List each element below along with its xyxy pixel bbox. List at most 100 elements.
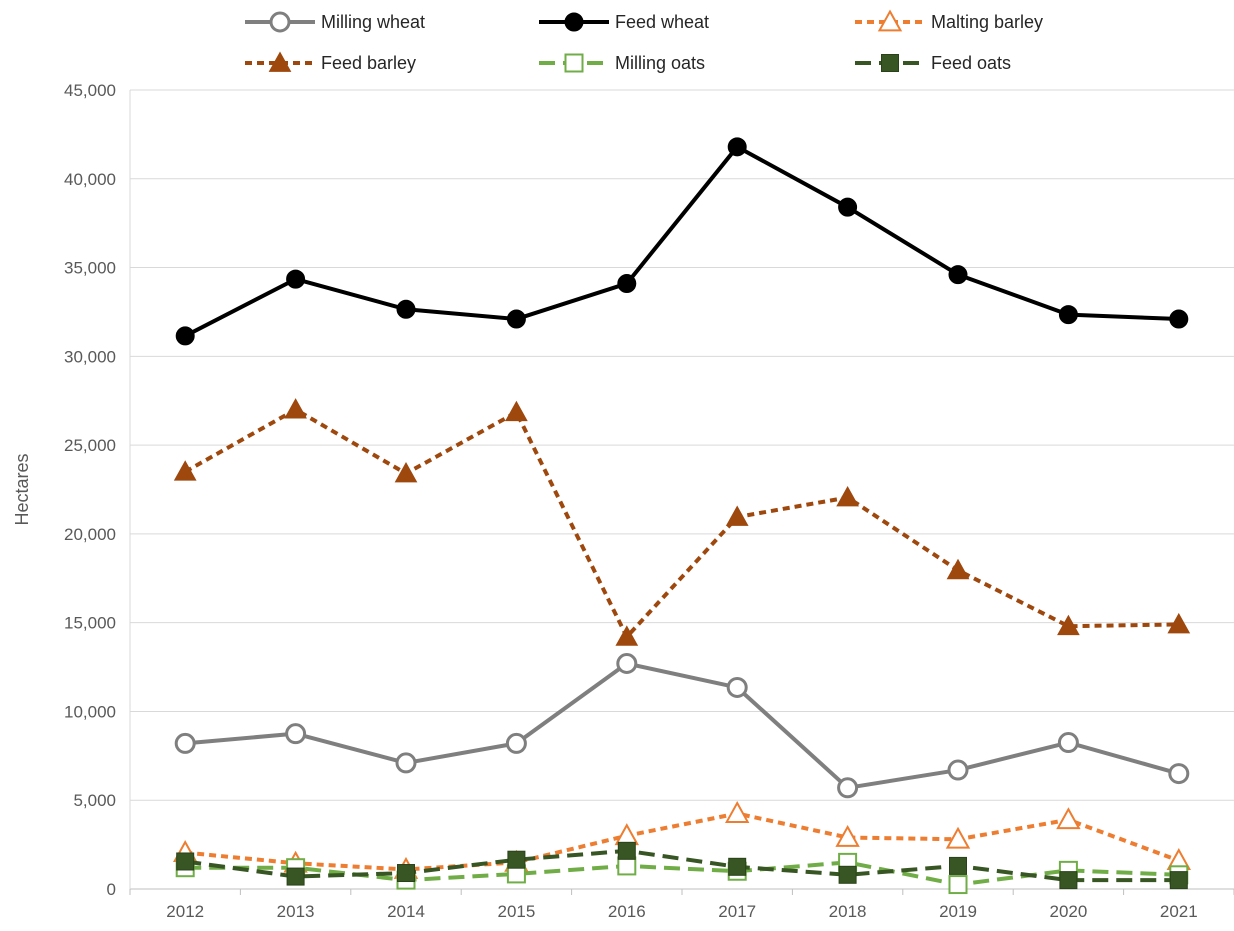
data-point — [284, 398, 307, 419]
series-line — [184, 407, 1179, 639]
x-tick-label: 2015 — [497, 902, 535, 921]
data-point — [286, 867, 305, 886]
x-tick-label: 2018 — [829, 902, 867, 921]
y-tick-label: 35,000 — [64, 259, 116, 278]
data-point — [1058, 305, 1078, 325]
data-point — [505, 400, 528, 422]
legend-item: Feed barley — [245, 51, 416, 73]
legend-swatch-marker — [564, 12, 584, 32]
data-point — [725, 505, 749, 526]
x-tick-label: 2021 — [1160, 902, 1198, 921]
data-point — [947, 759, 969, 781]
legend-item: Feed wheat — [539, 12, 709, 32]
x-tick-label: 2012 — [166, 902, 204, 921]
legend-label: Milling oats — [615, 53, 705, 73]
y-tick-label: 20,000 — [64, 525, 116, 544]
series-milling-oats — [175, 852, 1189, 895]
data-point — [835, 824, 860, 847]
series-line — [185, 811, 1180, 872]
y-tick-label: 0 — [107, 880, 116, 899]
data-point — [728, 857, 747, 876]
data-point — [286, 269, 306, 289]
series-group — [173, 137, 1191, 895]
data-point — [505, 732, 527, 754]
y-axis-label: Hectares — [12, 453, 32, 525]
data-point — [1167, 612, 1191, 634]
y-tick-label: 10,000 — [64, 702, 116, 721]
x-tick-label: 2017 — [718, 902, 756, 921]
data-point — [727, 137, 747, 157]
x-tick-label: 2014 — [387, 902, 425, 921]
series-milling-wheat — [174, 653, 1190, 799]
data-point — [616, 653, 638, 675]
legend-swatch-marker — [877, 9, 903, 32]
data-point — [617, 841, 636, 860]
legend-item: Malting barley — [855, 9, 1043, 32]
legend-swatch-marker — [269, 11, 291, 33]
data-point — [506, 309, 526, 329]
data-point — [1169, 309, 1189, 329]
legend-item: Milling oats — [539, 53, 705, 73]
legend-swatch-marker — [268, 51, 292, 72]
data-point — [285, 723, 307, 745]
data-point — [615, 625, 639, 646]
y-tick-label: 25,000 — [64, 436, 116, 455]
data-point — [173, 460, 197, 481]
x-tick-label: 2019 — [939, 902, 977, 921]
legend-label: Feed oats — [931, 53, 1011, 73]
data-point — [394, 461, 418, 483]
y-tick-label: 40,000 — [64, 170, 116, 189]
y-tick-label: 45,000 — [64, 81, 116, 100]
y-tick-label: 5,000 — [73, 791, 116, 810]
data-point — [1059, 871, 1078, 890]
data-point — [397, 864, 415, 883]
data-point — [946, 558, 970, 580]
data-point — [1057, 732, 1079, 754]
x-axis-tick-labels: 2012 2013 2014 2015 2016 2017 2018 2019 2020 2021 — [166, 902, 1197, 921]
series-feed-oats — [176, 841, 1188, 890]
data-point — [614, 823, 639, 846]
legend-label: Milling wheat — [321, 12, 425, 32]
data-point — [176, 852, 195, 871]
series-feed-wheat — [175, 137, 1189, 346]
data-point — [174, 732, 196, 754]
data-point — [175, 326, 195, 346]
data-point — [838, 865, 857, 884]
series-feed-barley — [173, 398, 1191, 646]
legend-label: Feed wheat — [615, 12, 709, 32]
data-point — [836, 485, 859, 507]
legend-swatch-marker — [564, 53, 584, 73]
data-point — [1056, 807, 1081, 830]
grid-lines — [129, 89, 1234, 895]
data-point — [838, 197, 858, 217]
y-tick-label: 30,000 — [64, 347, 116, 366]
legend-label: Feed barley — [321, 53, 416, 73]
data-point — [396, 299, 416, 319]
data-point — [617, 856, 637, 876]
legend: Milling wheat Feed wheat Malting barley Fee… — [245, 9, 1043, 73]
data-point — [948, 875, 968, 895]
series-malting-barley — [173, 800, 1191, 879]
data-point — [617, 274, 637, 294]
data-point — [948, 265, 968, 285]
data-point — [837, 777, 859, 799]
legend-swatch-marker — [881, 54, 899, 72]
data-point — [945, 826, 971, 849]
data-point — [1169, 871, 1188, 890]
legend-item: Milling wheat — [245, 11, 425, 33]
data-point — [507, 850, 526, 869]
data-point — [725, 800, 750, 823]
data-point — [1057, 614, 1080, 636]
data-point — [726, 676, 748, 698]
series-line — [184, 144, 1179, 338]
data-point — [395, 752, 417, 774]
y-tick-label: 15,000 — [64, 614, 116, 633]
x-tick-label: 2013 — [277, 902, 315, 921]
data-point — [949, 856, 967, 875]
x-tick-label: 2020 — [1049, 902, 1087, 921]
legend-item: Feed oats — [855, 53, 1011, 73]
y-axis-tick-labels: 0 5,000 10,000 15,000 20,000 25,000 30,000 35,0… — [64, 81, 116, 899]
data-point — [1168, 763, 1190, 785]
series-line — [185, 661, 1180, 790]
